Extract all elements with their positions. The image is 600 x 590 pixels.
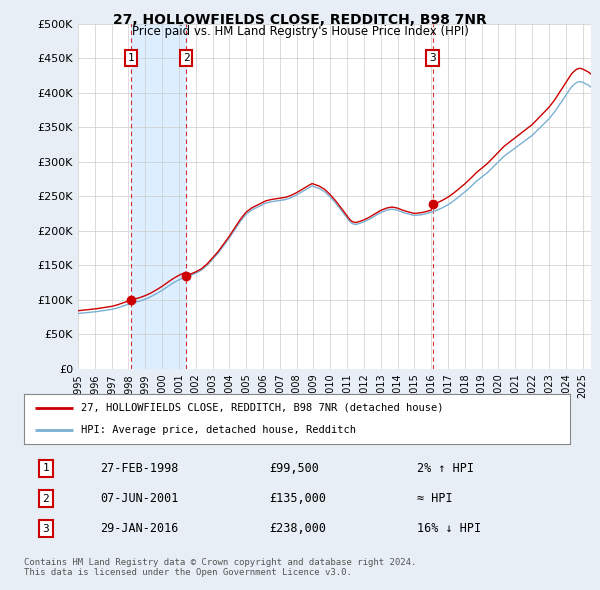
Text: 2: 2 — [43, 494, 49, 503]
Text: 3: 3 — [43, 524, 49, 533]
Text: 3: 3 — [429, 53, 436, 63]
Text: HPI: Average price, detached house, Redditch: HPI: Average price, detached house, Redd… — [82, 425, 356, 435]
Text: £99,500: £99,500 — [270, 462, 320, 475]
Text: 2: 2 — [183, 53, 190, 63]
Text: 1: 1 — [128, 53, 134, 63]
Text: 29-JAN-2016: 29-JAN-2016 — [100, 522, 179, 535]
Text: 27, HOLLOWFIELDS CLOSE, REDDITCH, B98 7NR (detached house): 27, HOLLOWFIELDS CLOSE, REDDITCH, B98 7N… — [82, 402, 444, 412]
Text: 07-JUN-2001: 07-JUN-2001 — [100, 492, 179, 505]
Bar — [131, 24, 186, 369]
Text: £238,000: £238,000 — [270, 522, 327, 535]
Text: 16% ↓ HPI: 16% ↓ HPI — [417, 522, 481, 535]
Text: Price paid vs. HM Land Registry's House Price Index (HPI): Price paid vs. HM Land Registry's House … — [131, 25, 469, 38]
Text: £135,000: £135,000 — [270, 492, 327, 505]
Text: 2% ↑ HPI: 2% ↑ HPI — [417, 462, 474, 475]
Text: 27, HOLLOWFIELDS CLOSE, REDDITCH, B98 7NR: 27, HOLLOWFIELDS CLOSE, REDDITCH, B98 7N… — [113, 13, 487, 27]
Text: Contains HM Land Registry data © Crown copyright and database right 2024.
This d: Contains HM Land Registry data © Crown c… — [24, 558, 416, 577]
Text: 1: 1 — [43, 464, 49, 473]
Text: ≈ HPI: ≈ HPI — [417, 492, 453, 505]
Text: 27-FEB-1998: 27-FEB-1998 — [100, 462, 179, 475]
